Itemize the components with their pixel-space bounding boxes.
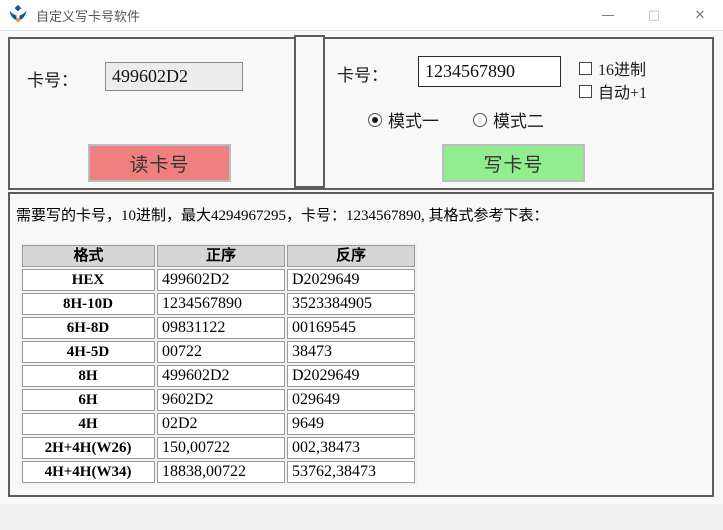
format-info-panel: 需要写的卡号，10进制，最大4294967295，卡号：1234567890, … [8,192,714,497]
auto-increment-checkbox-row: 自动+1 [579,79,647,103]
bottom-strip [0,504,723,530]
format-table-body: HEX 499602D2 D2029649 8H-10D 1234567890 35233… [22,269,415,483]
format-cell: 8H [22,365,155,387]
table-row: 4H-5D 00722 38473 [22,341,415,363]
reverse-cell: D2029649 [287,365,415,387]
reverse-cell: 9649 [287,413,415,435]
info-text: 需要写的卡号，10进制，最大4294967295，卡号：1234567890, … [16,208,549,224]
auto-increment-checkbox[interactable] [579,84,592,98]
reverse-cell: 00169545 [287,317,415,339]
table-row: 8H 499602D2 D2029649 [22,365,415,387]
minimize-button[interactable]: — [601,7,615,23]
table-row: 6H 9602D2 029649 [22,389,415,411]
write-card-input[interactable]: 1234567890 [418,56,561,87]
format-cell: 4H [22,413,155,435]
mode2-radio[interactable] [473,112,487,127]
reverse-cell: 002,38473 [287,437,415,459]
table-row: 4H 02D2 9649 [22,413,415,435]
forward-cell: 02D2 [157,413,285,435]
format-cell: 2H+4H(W26) [22,437,155,459]
header-format: 格式 [22,245,155,267]
reverse-cell: 3523384905 [287,293,415,315]
window-controls: — □ ✕ [585,0,723,30]
forward-cell: 09831122 [157,317,285,339]
table-row: 6H-8D 09831122 00169545 [22,317,415,339]
format-cell: 8H-10D [22,293,155,315]
table-row: 2H+4H(W26) 150,00722 002,38473 [22,437,415,459]
table-header-row: 格式 正序 反序 [22,245,415,267]
forward-cell: 499602D2 [157,269,285,291]
table-row: 8H-10D 1234567890 3523384905 [22,293,415,315]
divider-box [294,35,325,188]
close-button[interactable]: ✕ [694,7,706,23]
forward-cell: 150,00722 [157,437,285,459]
app-logo-icon [9,5,27,23]
window-title: 自定义写卡号软件 [36,8,141,24]
read-card-input[interactable]: 499602D2 [105,62,243,91]
table-row: 4H+4H(W34) 18838,00722 53762,38473 [22,461,415,483]
title-bar: 自定义写卡号软件 — □ ✕ [0,0,723,31]
mode2-radio-row: 模式二 [473,107,544,132]
mode1-radio-label: 模式一 [388,112,439,131]
forward-cell: 1234567890 [157,293,285,315]
read-card-button[interactable]: 读卡号 [88,144,231,182]
read-card-label: 卡号： [27,71,78,90]
format-cell: HEX [22,269,155,291]
table-row: HEX 499602D2 D2029649 [22,269,415,291]
reverse-cell: 38473 [287,341,415,363]
forward-cell: 18838,00722 [157,461,285,483]
reverse-cell: D2029649 [287,269,415,291]
header-forward: 正序 [157,245,285,267]
forward-cell: 00722 [157,341,285,363]
hex-checkbox[interactable] [579,61,592,75]
format-cell: 4H-5D [22,341,155,363]
format-table: 格式 正序 反序 HEX 499602D2 D2029649 8H-10D 123456… [20,243,417,485]
mode2-radio-label: 模式二 [493,112,544,131]
write-card-label: 卡号： [337,66,388,85]
hex-checkbox-row: 16进制 [579,56,646,80]
write-card-button[interactable]: 写卡号 [442,144,585,182]
card-io-panel: 卡号： 499602D2 读卡号 卡号： 1234567890 16进制 自动+… [8,37,714,190]
hex-checkbox-label: 16进制 [598,62,647,79]
format-cell: 6H-8D [22,317,155,339]
format-cell: 6H [22,389,155,411]
content-area: 卡号： 499602D2 读卡号 卡号： 1234567890 16进制 自动+… [0,31,723,504]
format-cell: 4H+4H(W34) [22,461,155,483]
mode1-radio-row: 模式一 [368,107,439,132]
forward-cell: 9602D2 [157,389,285,411]
reverse-cell: 53762,38473 [287,461,415,483]
forward-cell: 499602D2 [157,365,285,387]
maximize-button[interactable]: □ [647,7,661,23]
header-reverse: 反序 [287,245,415,267]
auto-increment-checkbox-label: 自动+1 [598,85,648,102]
mode1-radio[interactable] [368,112,382,127]
reverse-cell: 029649 [287,389,415,411]
